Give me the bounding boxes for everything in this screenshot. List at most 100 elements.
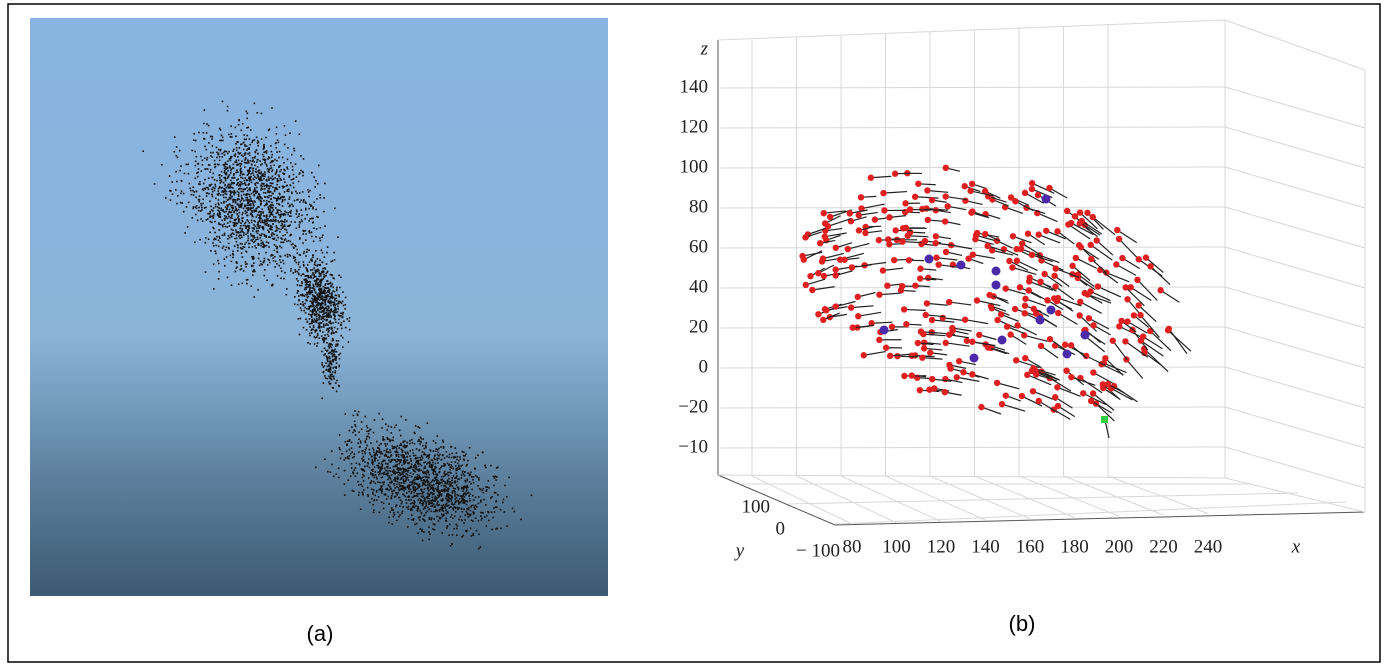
bird (431, 517, 433, 519)
bird (232, 191, 234, 193)
bird (495, 479, 497, 481)
bird (344, 470, 346, 472)
bird (264, 235, 266, 237)
bird (263, 192, 265, 194)
bird (252, 236, 254, 238)
bird (311, 302, 313, 304)
bird (237, 178, 239, 180)
bird (419, 519, 421, 521)
bird (320, 281, 322, 283)
bird (283, 215, 285, 217)
bird (347, 457, 349, 459)
bird (250, 203, 252, 205)
bird (416, 493, 418, 495)
bird (393, 512, 395, 514)
bird (202, 220, 204, 222)
bird (422, 540, 424, 542)
velocity (1024, 335, 1047, 341)
bird (470, 483, 472, 485)
bird (229, 174, 231, 176)
bird (251, 240, 253, 242)
bird (457, 494, 459, 496)
bird (200, 156, 202, 158)
bird (491, 511, 493, 513)
x-axis-label: x (1291, 536, 1301, 557)
bird (241, 268, 243, 270)
bird (459, 456, 461, 458)
bird (449, 495, 451, 497)
bird (248, 225, 250, 227)
bird (309, 218, 311, 220)
bird (277, 252, 279, 254)
bird (448, 475, 450, 477)
bird (417, 508, 419, 510)
bird (398, 492, 400, 494)
bird (217, 213, 219, 215)
bird (328, 335, 330, 337)
bird (407, 453, 409, 455)
bird (226, 193, 228, 195)
bird (383, 481, 385, 483)
velocity (1098, 287, 1121, 297)
bird (197, 220, 199, 222)
bird (459, 459, 461, 461)
bird (381, 485, 383, 487)
grid-line (1225, 127, 1365, 168)
bird (241, 230, 243, 232)
bird (174, 136, 176, 138)
bird (368, 495, 370, 497)
bird (297, 304, 299, 306)
bird (411, 439, 413, 441)
bird (407, 496, 409, 498)
bird (197, 172, 199, 174)
bird (321, 318, 323, 320)
bird (331, 294, 333, 296)
bird (406, 478, 408, 480)
bird (324, 289, 326, 291)
bird (268, 242, 270, 244)
bird (277, 212, 279, 214)
bird (352, 432, 354, 434)
bird (365, 442, 367, 444)
bird (244, 204, 246, 206)
bird (321, 237, 323, 239)
bird (388, 452, 390, 454)
bird (291, 221, 293, 223)
bird (453, 487, 455, 489)
bird (224, 168, 226, 170)
bird (291, 244, 293, 246)
velocity (858, 312, 881, 316)
bird (391, 491, 393, 493)
bird (248, 147, 250, 149)
bird (337, 306, 339, 308)
bird (182, 202, 184, 204)
bird (823, 307, 829, 313)
bird (229, 225, 231, 227)
bird (361, 450, 363, 452)
bird (406, 442, 408, 444)
bird (306, 251, 308, 253)
bird (276, 169, 278, 171)
bird (468, 507, 470, 509)
bird (235, 199, 237, 201)
bird (306, 287, 308, 289)
bird (915, 181, 921, 187)
bird (488, 480, 490, 482)
bird (331, 450, 333, 452)
bird (364, 461, 366, 463)
bird (206, 123, 208, 125)
bird (330, 323, 332, 325)
bird (451, 446, 453, 448)
bird (317, 342, 319, 344)
bird (315, 276, 317, 278)
bird (912, 194, 918, 200)
bird (485, 467, 487, 469)
bird (314, 318, 316, 320)
bird (248, 243, 250, 245)
bird (242, 177, 244, 179)
bird (393, 469, 395, 471)
bird (475, 508, 477, 510)
bird (1014, 258, 1020, 264)
bird (397, 445, 399, 447)
bird (225, 206, 227, 208)
